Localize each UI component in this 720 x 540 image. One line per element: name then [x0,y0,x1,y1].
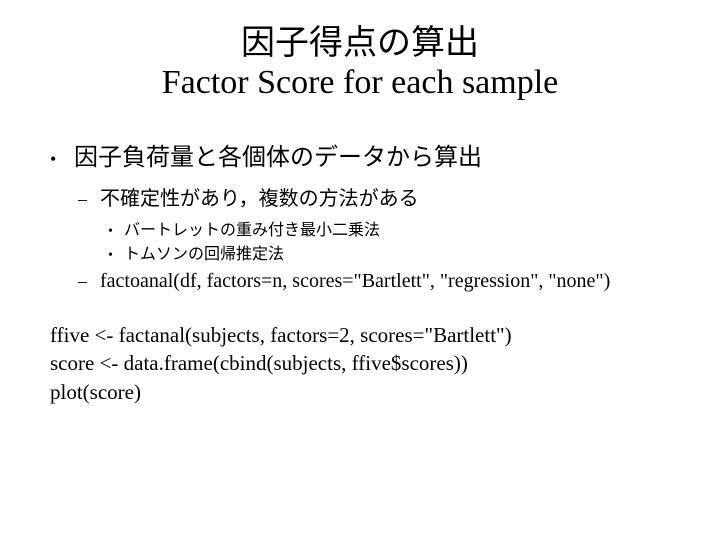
code-line: score <- data.frame(cbind(subjects, ffiv… [50,349,670,377]
code-line: ffive <- factanal(subjects, factors=2, s… [50,321,670,349]
lvl2-item: factoanal(df, factors=n, scores="Bartlet… [78,270,670,293]
lvl3-text: バートレットの重み付き最小二乗法 [124,222,380,239]
bullet-list-level1: 因子負荷量と各個体のデータから算出 不確定性があり，複数の方法がある バートレッ… [50,137,670,293]
lvl1-text: 因子負荷量と各個体のデータから算出 [74,145,482,171]
lvl3-text: トムソンの回帰推定法 [124,246,284,263]
bullet-list-level2: 不確定性があり，複数の方法がある バートレットの重み付き最小二乗法 トムソンの回… [50,182,670,293]
title-block: 因子得点の算出 Factor Score for each sample [50,15,670,102]
bullet-list-level3: バートレットの重み付き最小二乗法 トムソンの回帰推定法 [78,216,670,264]
title-japanese: 因子得点の算出 [50,15,670,64]
lvl1-item: 因子負荷量と各個体のデータから算出 不確定性があり，複数の方法がある バートレッ… [50,137,670,293]
lvl3-item: トムソンの回帰推定法 [108,240,670,264]
lvl2-item: 不確定性があり，複数の方法がある バートレットの重み付き最小二乗法 トムソンの回… [78,182,670,264]
lvl2-text: 不確定性があり，複数の方法がある [100,188,419,210]
lvl2-text: factoanal(df, factors=n, scores="Bartlet… [100,270,610,292]
lvl3-item: バートレットの重み付き最小二乗法 [108,216,670,240]
code-block: ffive <- factanal(subjects, factors=2, s… [50,321,670,406]
code-line: plot(score) [50,378,670,406]
title-english: Factor Score for each sample [50,64,670,102]
